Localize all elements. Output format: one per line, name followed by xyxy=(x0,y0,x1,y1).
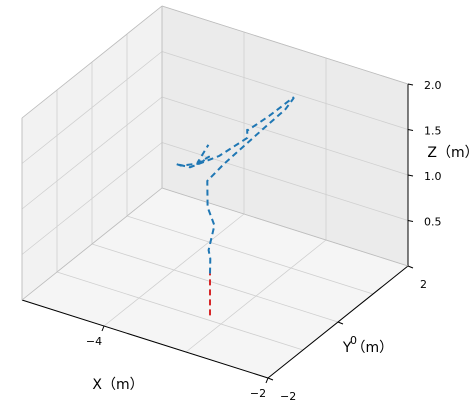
x-axis-line xyxy=(21,299,269,379)
z-axis-label: Z（m） xyxy=(427,145,474,161)
z-tick-label: 2.0 xyxy=(424,79,442,92)
x-axis-label: X（m） xyxy=(92,377,143,393)
z-tick-label: 1.0 xyxy=(424,170,442,183)
x-tick-mark xyxy=(101,325,105,332)
pane-edge xyxy=(21,5,163,119)
y-tick-mark xyxy=(267,377,274,381)
z-tick-mark xyxy=(407,129,414,131)
z-tick-mark xyxy=(407,220,414,222)
gridline-y-floor xyxy=(91,243,339,323)
gridline-z-back xyxy=(161,96,409,176)
gridline-z-left xyxy=(21,96,163,210)
pane-edge xyxy=(21,187,163,301)
y-axis-label: Y（m） xyxy=(342,340,393,356)
gridline-z-left xyxy=(21,51,163,164)
gridline-z-left xyxy=(21,142,163,255)
y-tick-label: 2 xyxy=(420,278,427,291)
x-tick-mark xyxy=(265,377,269,384)
z-tick-label: 1.5 xyxy=(424,125,442,138)
y-tick-mark xyxy=(407,265,414,269)
y-tick-mark xyxy=(337,321,344,325)
x-tick-label: −2 xyxy=(250,387,266,400)
gridline-z-back xyxy=(161,51,409,130)
axis-ticks: −2 −4 −2 0 2 0.5 1.0 1.5 2.0 xyxy=(86,79,442,403)
z-tick-label: 0.5 xyxy=(424,216,442,229)
z-tick-mark xyxy=(407,83,414,86)
data-series xyxy=(175,96,295,316)
gridline-y-floor xyxy=(56,271,304,351)
z-tick-mark xyxy=(407,174,414,177)
pane-edge xyxy=(161,5,409,85)
gridline-y-floor xyxy=(126,215,374,295)
x-tick-label: −4 xyxy=(86,335,102,348)
y-tick-label: −2 xyxy=(280,390,296,403)
axis-edges xyxy=(21,5,409,379)
y-tick-label: 0 xyxy=(350,334,357,347)
pane-edge xyxy=(161,187,409,267)
series-line-1 xyxy=(175,96,295,274)
